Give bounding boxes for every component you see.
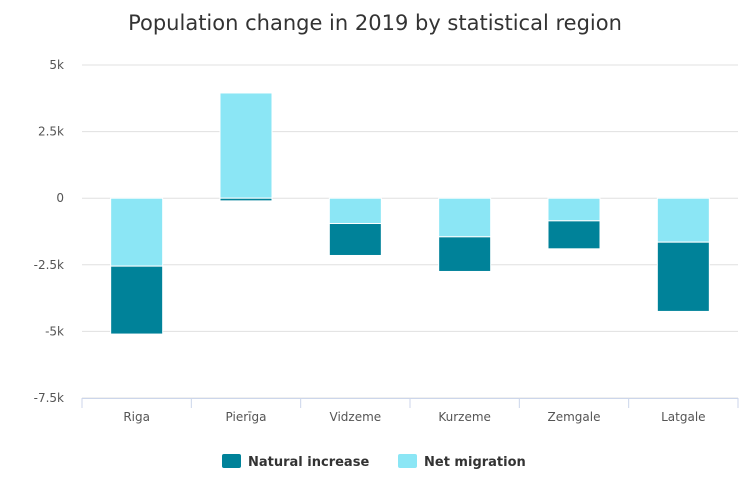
legend-swatch [398, 454, 417, 468]
x-tick-label: Zemgale [548, 410, 601, 424]
y-tick-label: -7.5k [34, 391, 64, 405]
y-tick-label: 2.5k [38, 125, 64, 139]
bar-natural-increase [110, 265, 164, 335]
x-tick-label: Kurzeme [438, 410, 491, 424]
y-axis-ticks: 5k 2.5k 0 -2.5k -5k -7.5k [34, 58, 64, 405]
legend-item-label: Natural increase [248, 455, 369, 470]
y-tick-label: -5k [45, 324, 64, 338]
bar-natural-increase [328, 223, 382, 256]
chart-title: Population change in 2019 by statistical… [128, 11, 622, 35]
x-tick-label: Riga [123, 410, 150, 424]
bar-net-migration [219, 92, 273, 199]
bar-net-migration [328, 197, 382, 225]
bar-net-migration [656, 197, 710, 243]
x-tick-label: Latgale [661, 410, 705, 424]
bars [110, 92, 710, 335]
x-tick-label: Vidzeme [330, 410, 382, 424]
legend[interactable]: Natural increase Net migration [222, 454, 526, 470]
legend-item-label: Net migration [424, 455, 526, 470]
bar-net-migration [547, 197, 601, 222]
bar-natural-increase [547, 220, 601, 250]
y-tick-label: 0 [56, 191, 64, 205]
bar-net-migration [110, 197, 164, 267]
bar-net-migration [438, 197, 492, 238]
bar-natural-increase [438, 236, 492, 272]
legend-swatch [222, 454, 241, 468]
x-axis: Riga Pierīga Vidzeme Kurzeme Zemgale Latgale [81, 398, 739, 424]
bar-natural-increase [219, 197, 273, 202]
y-tick-label: -2.5k [34, 258, 64, 272]
y-tick-label: 5k [49, 58, 64, 72]
x-tick-label: Pierīga [226, 410, 267, 424]
bar-natural-increase [656, 241, 710, 312]
gridlines [82, 64, 738, 399]
